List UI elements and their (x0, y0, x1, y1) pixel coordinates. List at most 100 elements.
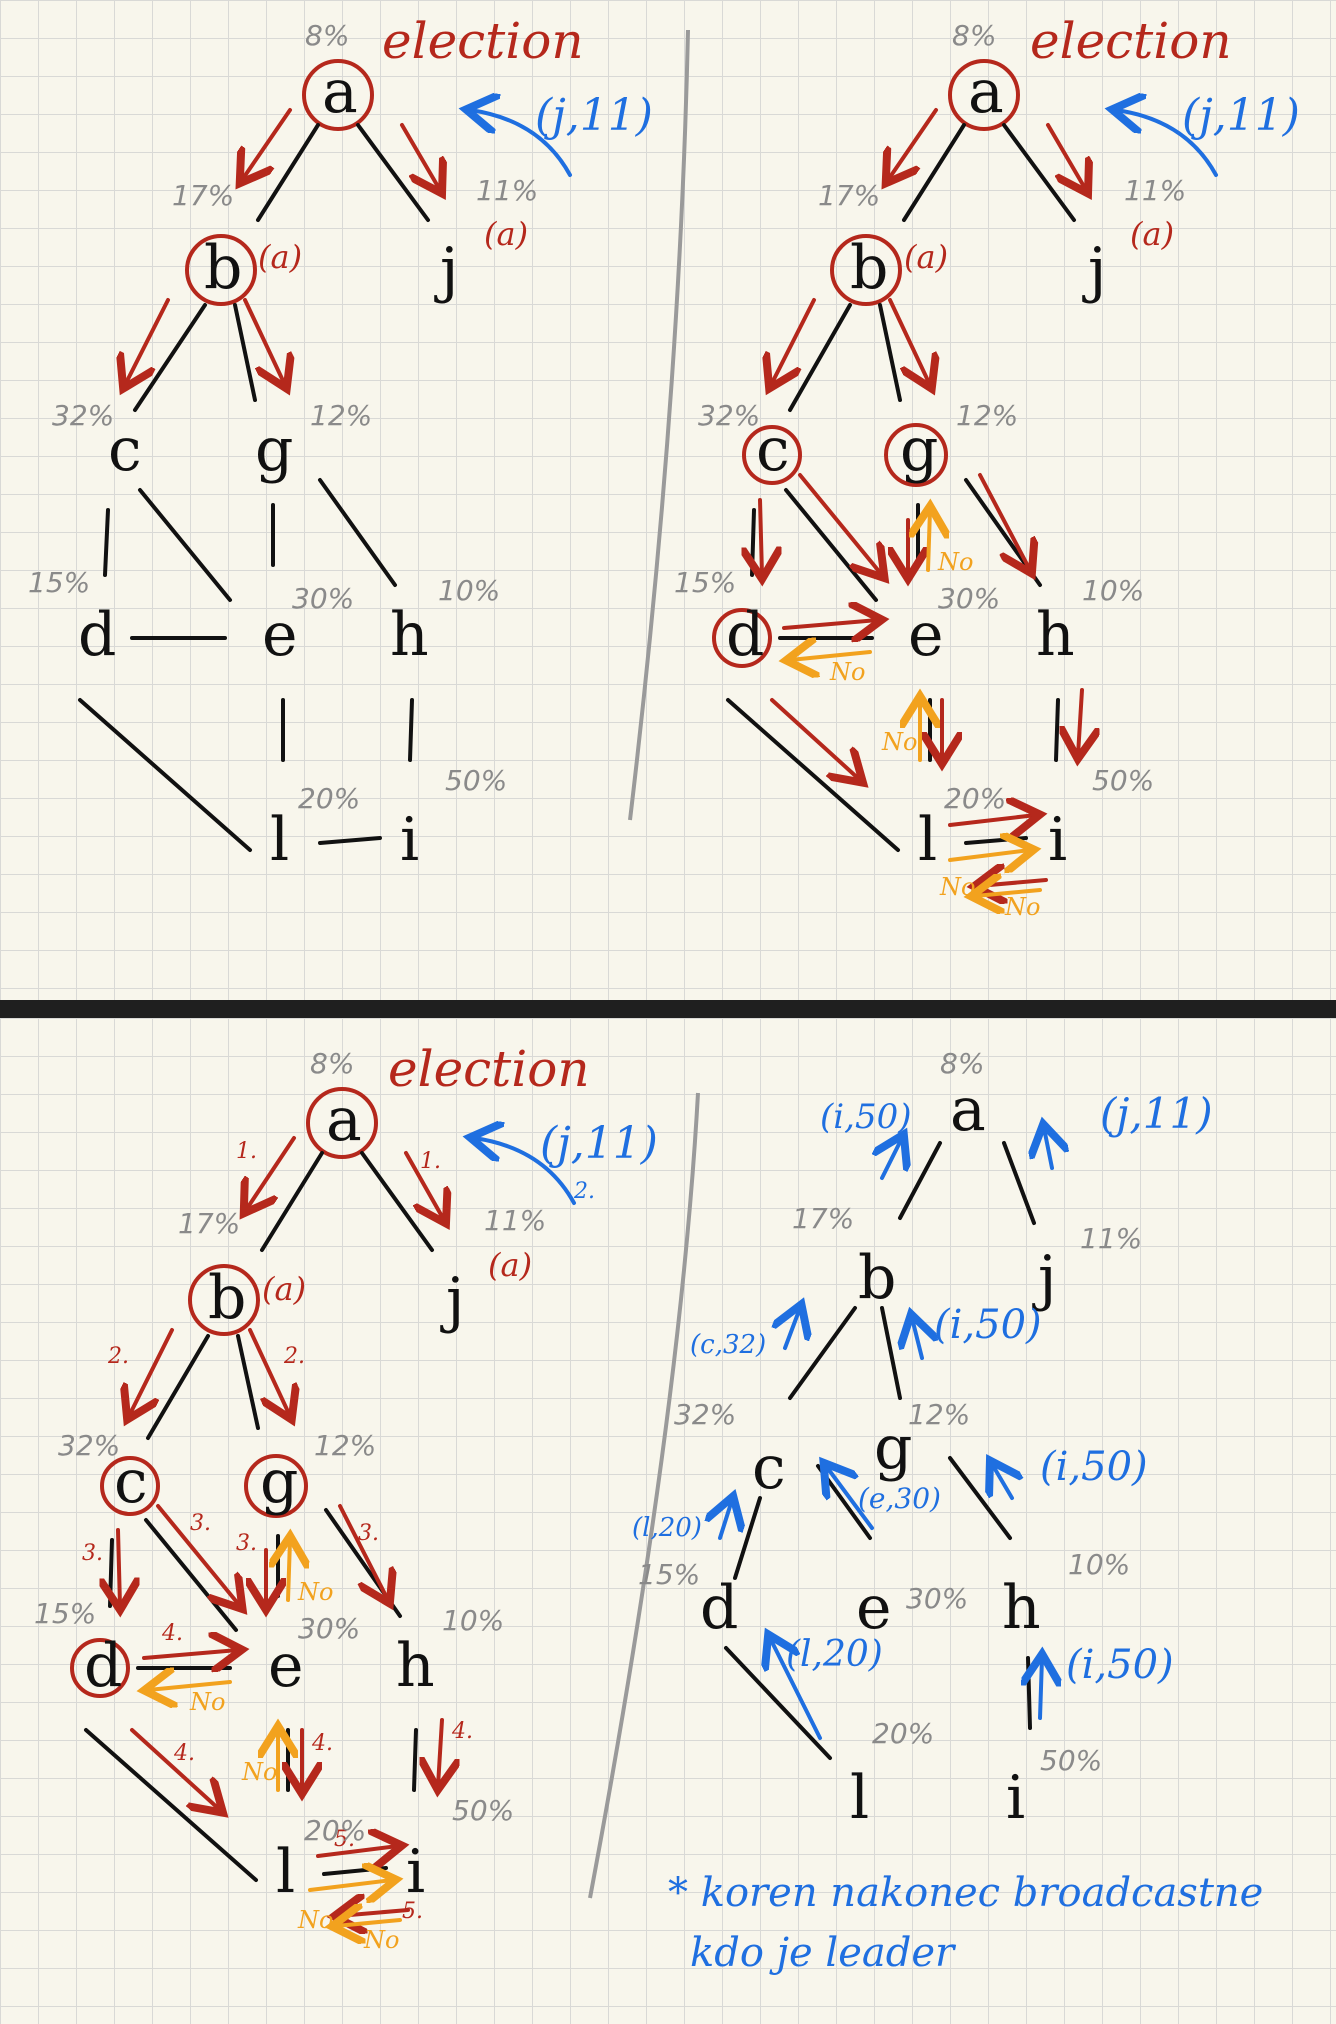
tr-node-g: g (900, 415, 938, 485)
br-reply-i-to-h: (i,50) (1066, 1642, 1174, 1688)
tl-ring-b (185, 234, 257, 306)
tr-arrow-c-e (798, 473, 882, 575)
tr-j-from-a: (a) (1130, 215, 1174, 253)
tl-ring-a (302, 59, 374, 131)
bl-pct-j: 11% (484, 1204, 546, 1237)
bl-pct-a: 8% (310, 1047, 354, 1080)
br-pct-i: 50% (1040, 1744, 1102, 1777)
tl-pct-l: 20% (298, 782, 360, 815)
bl-reply-arrow (474, 1138, 576, 1205)
tl-pct-i: 50% (445, 764, 507, 797)
tl-edge-b-c (133, 303, 207, 412)
bl-arrow-c-e (156, 1504, 240, 1606)
tr-ring-c (742, 425, 802, 485)
tl-j-from-a: (a) (484, 215, 528, 253)
tr-diagram: a b j c g d e h l i (674, 12, 1300, 921)
tr-pct-a: 8% (952, 19, 996, 52)
tl-node-d: d (78, 600, 116, 670)
divider-line (628, 29, 690, 821)
br-arrow-c-b (785, 1308, 800, 1350)
tr-node-a: a (968, 57, 1004, 127)
bl-step-1-left: 1. (236, 1139, 257, 1164)
tr-arrow-d-l (770, 698, 860, 780)
tr-no-l-i (948, 850, 1030, 860)
bl-edge-h-i (412, 1728, 418, 1792)
bl-node-h: h (396, 1631, 435, 1701)
br-reply-d-to-c: (l,20) (632, 1513, 702, 1543)
tl-node-l: l (270, 805, 289, 875)
br-arrow-b-a (882, 1138, 902, 1180)
bl-ring-a (306, 1087, 378, 1159)
tl-edge-a-b (256, 123, 320, 222)
tr-reply-arrow (1116, 110, 1218, 177)
br-arrow-d-c (720, 1500, 732, 1540)
bl-node-e: e (268, 1631, 304, 1701)
tr-ring-b (830, 234, 902, 306)
br-edge-b-g (880, 1306, 902, 1400)
bl-step-4-hi: 4. (451, 1719, 473, 1744)
br-pct-h: 10% (1068, 1548, 1130, 1581)
br-pct-j: 11% (1080, 1222, 1142, 1255)
br-pct-e: 30% (906, 1582, 968, 1615)
tl-node-j: j (434, 235, 459, 305)
bl-no-label-1: No (297, 1578, 333, 1606)
bl-arrow-d-l (130, 1728, 220, 1810)
br-diagram: a b j c g d e h l i (i,50) (j,11) (i,50)… (632, 1047, 1263, 1976)
br-arrow-g-b (912, 1318, 922, 1360)
bl-no-i-l (336, 1920, 402, 1926)
bl-edge-d-l (84, 1728, 258, 1882)
tr-msg-j: (j,11) (1182, 90, 1300, 141)
tr-pct-c: 32% (698, 399, 760, 432)
br-pct-g: 12% (908, 1398, 970, 1431)
bl-edge-b-g (236, 1334, 260, 1430)
tl-edge-b-g (233, 303, 257, 402)
tl-node-c: c (108, 415, 142, 485)
tr-arrow-a-j (1046, 123, 1086, 190)
tr-pct-h: 10% (1082, 574, 1144, 607)
tr-node-l: l (918, 805, 937, 875)
br-pct-l: 20% (872, 1717, 934, 1750)
tr-no-label-4: No (939, 873, 975, 901)
tr-pct-i: 50% (1092, 764, 1154, 797)
br-node-c: c (752, 1433, 786, 1503)
bl-node-d: d (84, 1631, 122, 1701)
bl-step-4-de: 4. (161, 1621, 183, 1646)
tr-edge-a-j (1002, 123, 1076, 222)
tl-edge-a-j (356, 123, 430, 222)
bl-edge-b-c (146, 1334, 210, 1440)
bl-arrow-l-i (316, 1846, 398, 1856)
top-diagrams: a b j c g d e h l i 8% 17% 11% 32% 12% 1… (28, 12, 1300, 921)
tr-arrow-d-e (782, 620, 878, 628)
tr-node-d: d (726, 600, 764, 670)
br-reply-h-to-g: (i,50) (1040, 1444, 1148, 1490)
bl-step-4-el: 4. (311, 1731, 333, 1756)
br-footnote-line2: kdo je leader (690, 1930, 957, 1976)
bl-arrow-b-c (129, 1328, 174, 1416)
bottom-panel: a b j c g d e h l i (0, 1018, 1336, 2024)
br-arrow-i-h (1040, 1658, 1042, 1720)
bl-node-i: i (406, 1837, 425, 1907)
tl-node-b: b (204, 233, 242, 303)
tl-pct-a: 8% (305, 19, 349, 52)
tr-edge-a-b (902, 123, 966, 222)
tr-no-label-2: No (829, 658, 865, 686)
bl-arrow-a-j (404, 1151, 444, 1220)
bl-node-a: a (326, 1085, 362, 1155)
tr-arrow-b-c (771, 298, 816, 385)
tr-no-label-5: No (1004, 893, 1040, 921)
tl-arrow-b-c (125, 298, 170, 385)
bl-no-label-3: No (241, 1758, 277, 1786)
tl-node-a: a (322, 57, 358, 127)
tl-edge-l-i (318, 836, 382, 845)
bl-step-2-right: 2. (283, 1344, 305, 1369)
br-reply-b-to-a: (i,50) (934, 1302, 1042, 1348)
tl-pct-b: 17% (172, 179, 234, 212)
bl-step-2-left: 2. (107, 1344, 129, 1369)
bl-no-label-4: No (297, 1906, 333, 1934)
bl-ring-d (70, 1638, 130, 1698)
tr-b-from-a: (a) (904, 238, 948, 276)
tl-msg-j: (j,11) (535, 90, 653, 141)
br-edge-c-d (733, 1496, 762, 1580)
tr-arrow-h-i (1078, 688, 1082, 755)
br-arrow-j-a (1044, 1128, 1052, 1170)
